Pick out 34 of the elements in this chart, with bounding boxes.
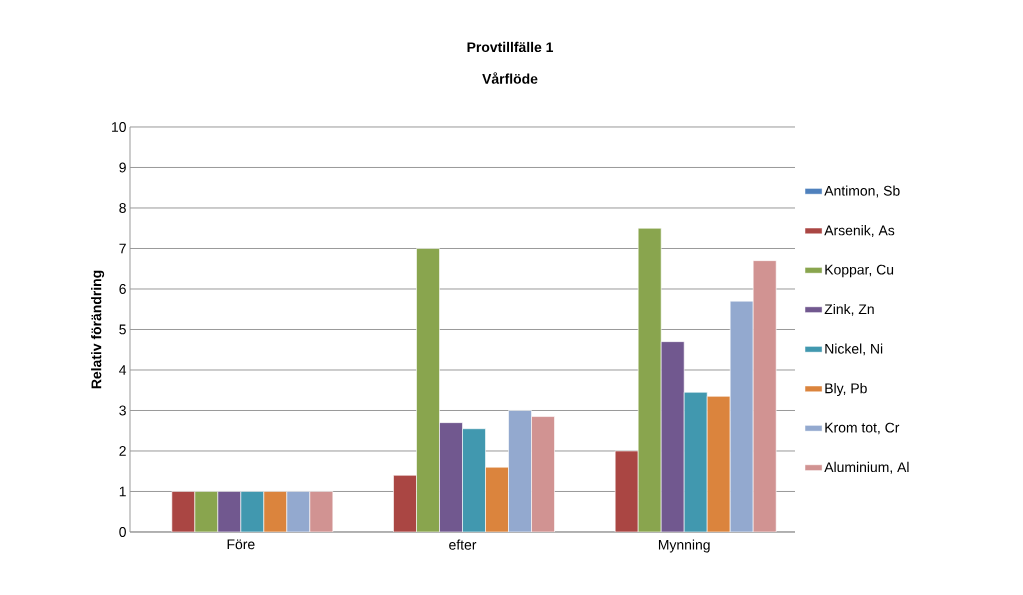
legend-label: Antimon, Sb (824, 185, 900, 198)
bar (637, 227, 662, 532)
bar (508, 410, 532, 532)
y-tick-label: 6 (119, 284, 126, 294)
bar (286, 491, 311, 532)
legend-label: Nickel, Ni (825, 343, 883, 356)
y-tick-label: 10 (112, 122, 126, 132)
y-tick-label: 1 (119, 486, 126, 497)
y-tick-label: 2 (119, 446, 126, 456)
y-tick-label: 8 (119, 203, 126, 213)
bar (416, 248, 440, 532)
x-tick-label: Mynning (658, 539, 710, 553)
bar (729, 300, 754, 532)
legend-label: Krom tot, Cr (825, 422, 900, 435)
bar (194, 491, 219, 532)
y-tick-label: 4 (119, 365, 127, 375)
y-tick-label: 5 (119, 324, 126, 335)
legend-label: Bly, Pb (825, 383, 867, 397)
chart-title: Provtillfälle 1 (467, 41, 554, 53)
bar (683, 391, 708, 532)
legend-label: Koppar, Cu (825, 264, 894, 278)
x-tick-label: efter (449, 539, 477, 550)
chart-subtitle: Vårflöde (482, 72, 538, 84)
bar (240, 491, 265, 532)
bar (462, 428, 486, 532)
y-tick-label: 7 (119, 243, 126, 254)
y-axis-title: Relativ förändring (91, 270, 105, 389)
legend-label: Aluminium, Al (824, 461, 909, 474)
legend-label: Arsenik, As (824, 225, 895, 237)
legend-label: Zink, Zn (824, 303, 874, 316)
y-tick-label: 0 (119, 527, 126, 537)
y-tick-label: 9 (119, 162, 126, 173)
y-tick-label: 3 (119, 405, 126, 416)
x-tick-label: Före (227, 539, 255, 550)
